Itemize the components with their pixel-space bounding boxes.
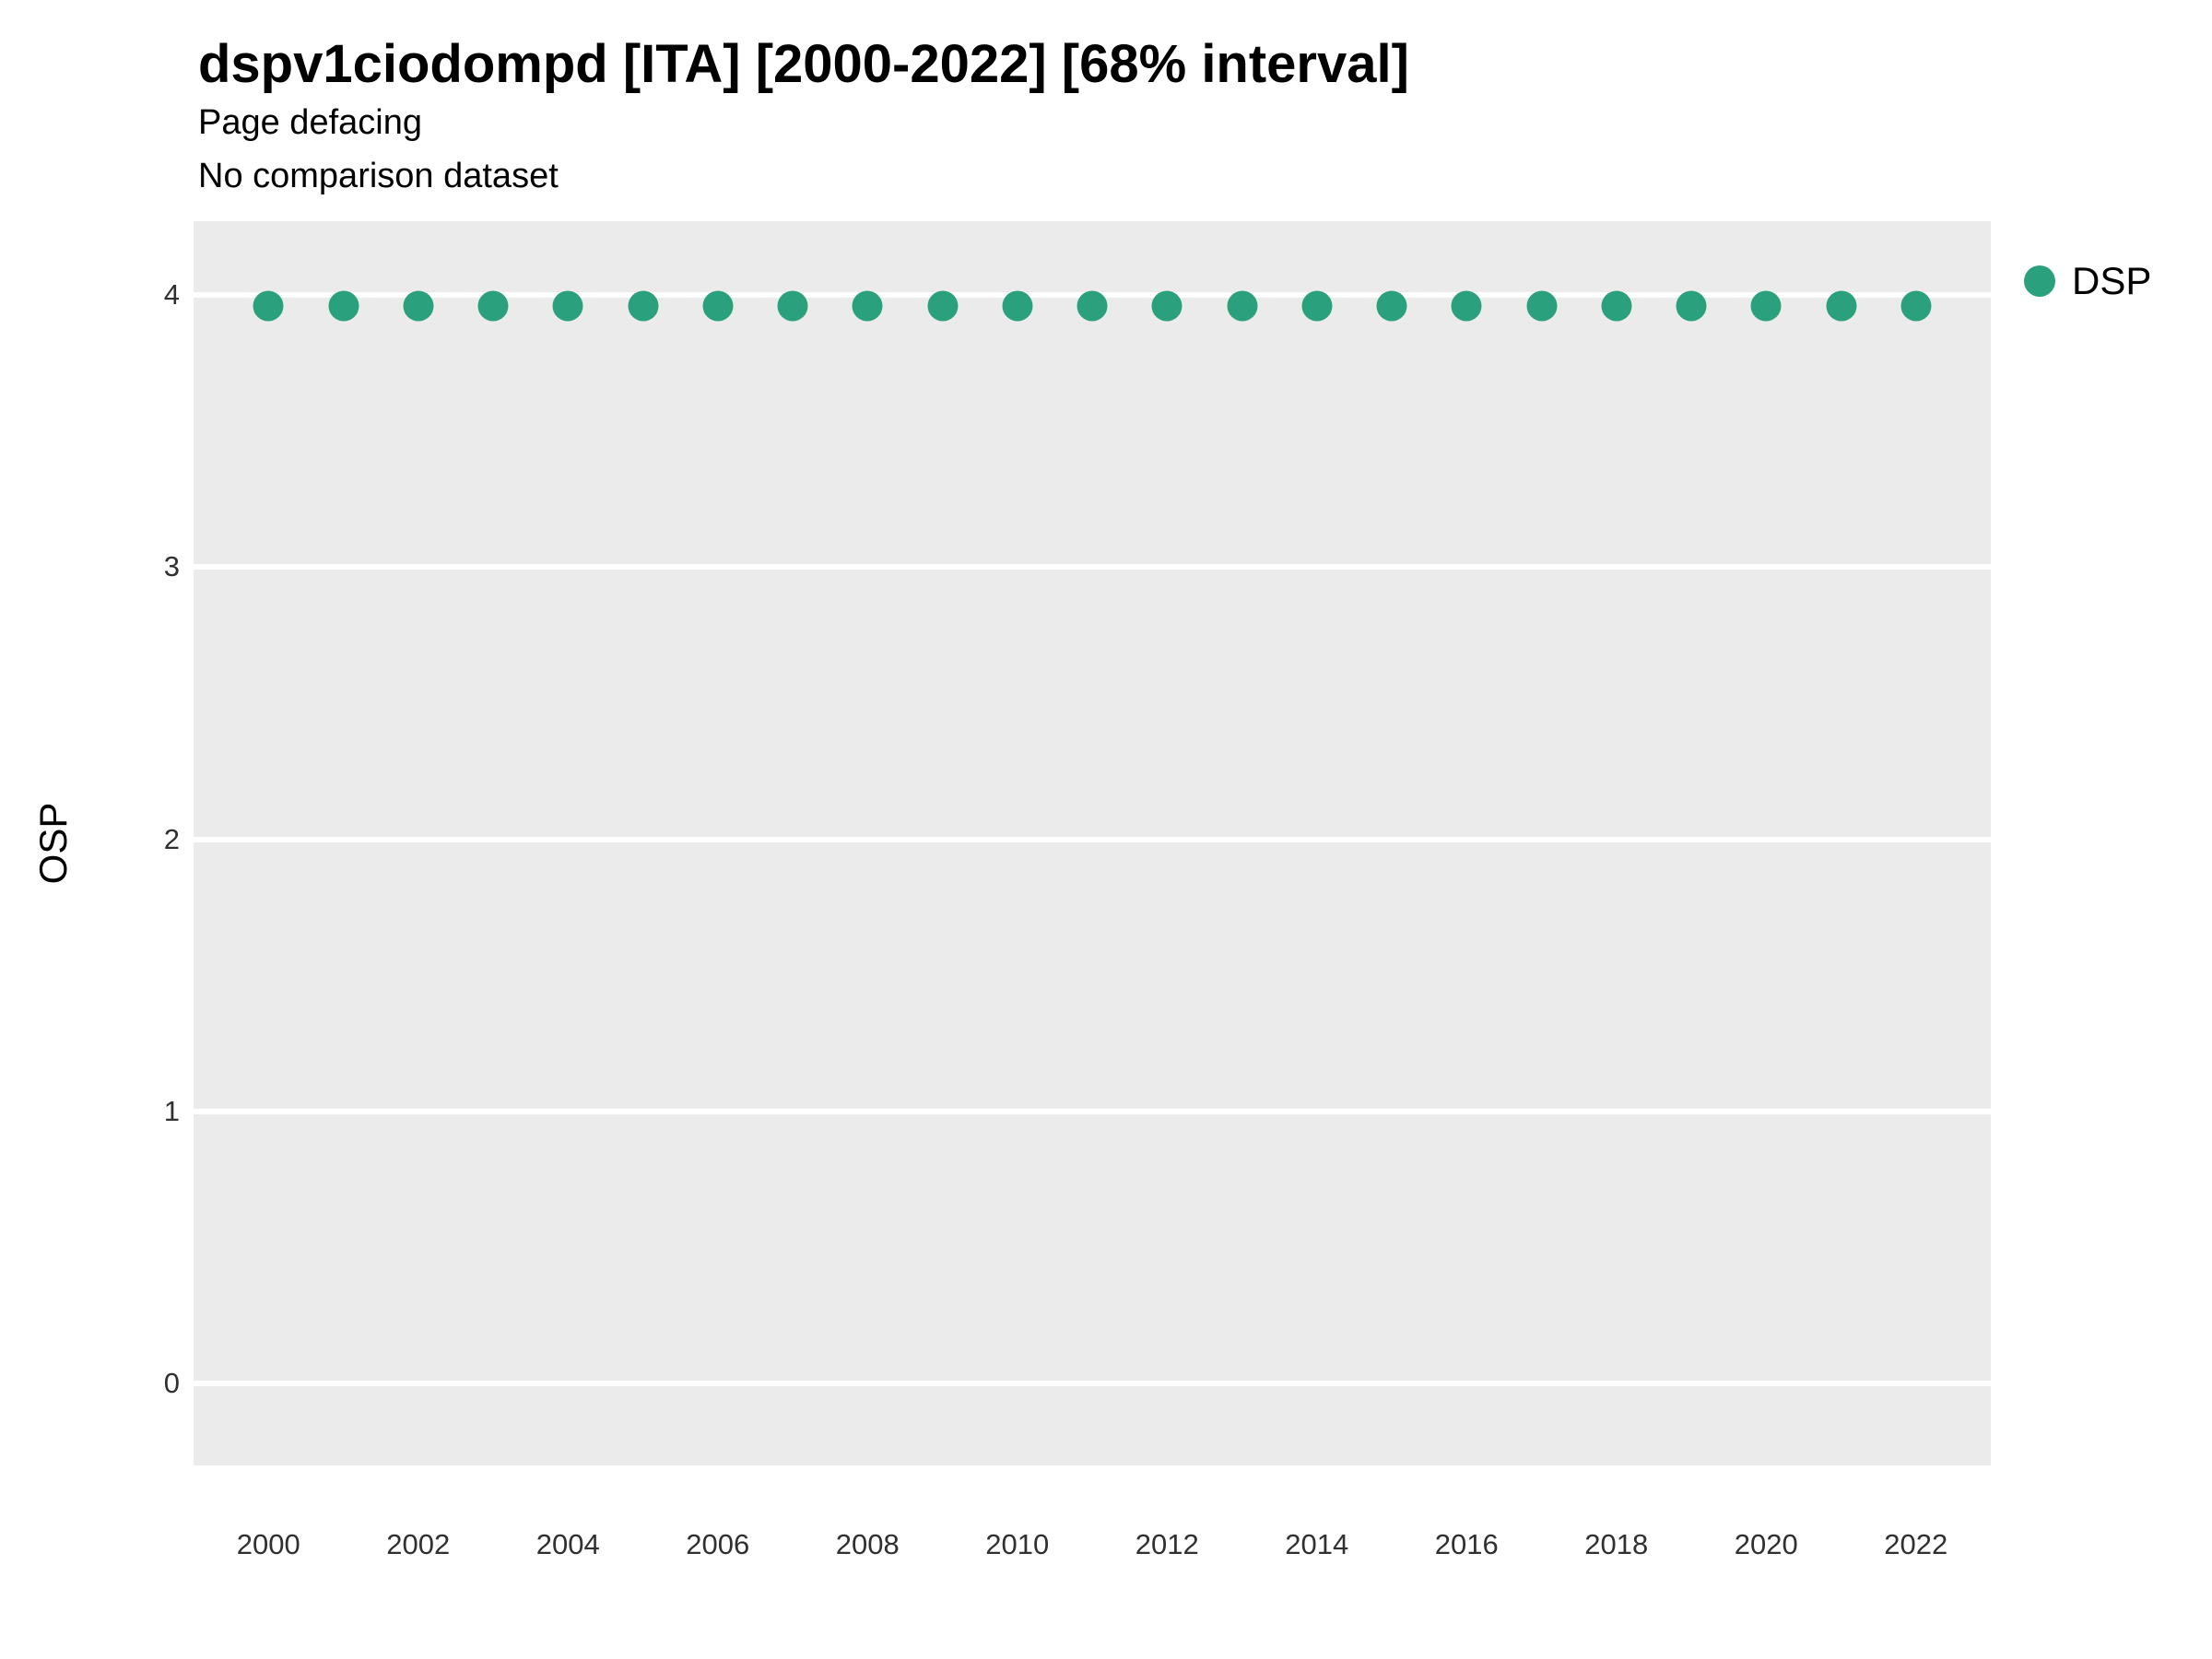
y-tick-label-2: 2	[163, 822, 180, 855]
x-tick-label-2012: 2012	[1135, 1528, 1199, 1560]
data-point-dsp-2016	[1451, 290, 1482, 322]
legend-label-dsp: DSP	[2072, 259, 2152, 302]
data-point-dsp-2004	[552, 290, 583, 322]
y-tick-label-3: 3	[163, 550, 180, 583]
x-tick-label-2000: 2000	[236, 1528, 300, 1560]
chart-title: dspv1ciodompd [ITA] [2000-2022] [68% int…	[198, 34, 1409, 94]
data-point-dsp-2014	[1301, 290, 1333, 322]
gridline-y-3	[194, 564, 1991, 571]
data-point-dsp-2012	[1151, 290, 1182, 322]
x-tick-label-2014: 2014	[1285, 1528, 1349, 1560]
y-tick-label-0: 0	[163, 1367, 180, 1400]
data-point-dsp-2008	[852, 290, 883, 322]
data-point-dsp-2001	[328, 290, 359, 322]
data-point-dsp-2015	[1376, 290, 1407, 322]
data-point-dsp-2000	[253, 290, 284, 322]
gridline-y-2	[194, 836, 1991, 842]
x-tick-label-2018: 2018	[1584, 1528, 1649, 1560]
chart-subtitle: Page defacing	[198, 103, 422, 142]
data-point-dsp-2003	[477, 290, 509, 322]
data-point-dsp-2002	[403, 290, 434, 322]
data-point-dsp-2022	[1900, 290, 1932, 322]
gridline-y-0	[194, 1381, 1991, 1387]
data-point-dsp-2017	[1526, 290, 1557, 322]
data-point-dsp-2020	[1750, 290, 1782, 322]
x-tick-label-2010: 2010	[985, 1528, 1050, 1560]
x-tick-label-2006: 2006	[686, 1528, 750, 1560]
x-tick-label-2016: 2016	[1434, 1528, 1499, 1560]
legend: DSP	[2024, 259, 2151, 303]
gridline-y-1	[194, 1108, 1991, 1114]
data-point-dsp-2009	[927, 290, 958, 322]
data-point-dsp-2007	[777, 290, 808, 322]
y-tick-label-1: 1	[163, 1094, 180, 1127]
data-point-dsp-2006	[702, 290, 734, 322]
y-axis-label: OSP	[31, 802, 75, 885]
data-point-dsp-2019	[1676, 290, 1707, 322]
data-point-dsp-2013	[1227, 290, 1257, 322]
data-point-dsp-2018	[1601, 290, 1632, 322]
x-tick-label-2004: 2004	[535, 1528, 600, 1560]
y-tick-label-4: 4	[163, 277, 180, 311]
legend-marker-dsp	[2024, 265, 2055, 297]
data-point-dsp-2011	[1077, 290, 1108, 322]
x-tick-label-2022: 2022	[1884, 1528, 1948, 1560]
x-tick-label-2020: 2020	[1734, 1528, 1798, 1560]
data-point-dsp-2021	[1826, 290, 1856, 322]
x-tick-label-2002: 2002	[386, 1528, 451, 1560]
plot-panel	[194, 221, 1991, 1465]
data-point-dsp-2010	[1002, 290, 1033, 322]
data-point-dsp-2005	[628, 290, 658, 322]
chart-note: No comparison dataset	[198, 157, 559, 195]
x-tick-label-2008: 2008	[835, 1528, 900, 1560]
